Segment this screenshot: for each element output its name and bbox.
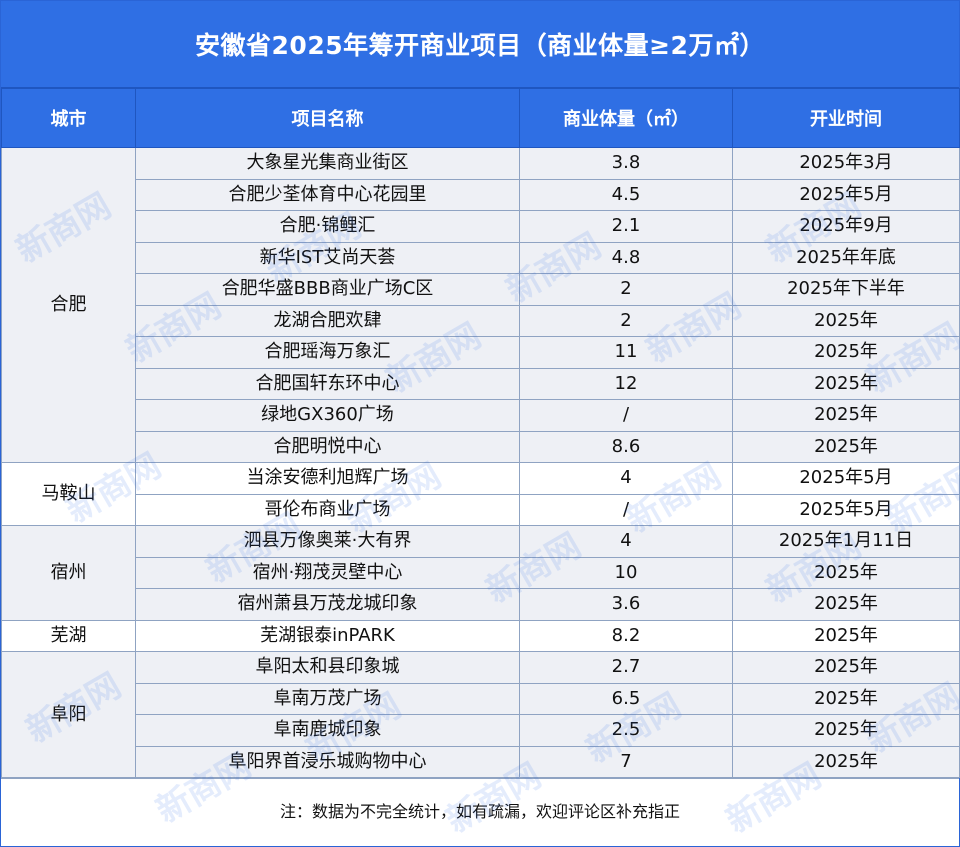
area-cell: 4.5 <box>519 178 733 211</box>
project-name-cell: 宿州·翔茂灵壁中心 <box>135 556 520 589</box>
table-row: 合肥·锦鲤汇 2.1 2025年9月 <box>2 210 960 243</box>
table-row: 绿地GX360广场/2025年 <box>2 399 960 432</box>
open-time-cell: 2025年 <box>732 304 960 337</box>
city-cell: 阜阳 <box>1 651 136 778</box>
open-time-cell: 2025年年底 <box>732 241 960 274</box>
table-row: 合肥明悦中心 8.6 2025年 <box>2 430 960 463</box>
area-cell: / <box>519 399 733 432</box>
open-time-cell: 2025年5月 <box>732 178 960 211</box>
area-cell: 2.1 <box>519 210 733 243</box>
open-time-cell: 2025年 <box>732 714 960 747</box>
city-cell: 马鞍山 <box>1 462 136 526</box>
area-cell: 2.7 <box>519 651 733 684</box>
table-row: 阜阳界首浸乐城购物中心 7 2025年 <box>2 745 960 778</box>
table-row: 新华IST艾尚天荟 4.8 2025年年底 <box>2 241 960 274</box>
area-cell: 10 <box>519 556 733 589</box>
open-time-cell: 2025年 <box>732 367 960 400</box>
project-name-cell: 合肥·锦鲤汇 <box>135 210 520 243</box>
area-cell: 7 <box>519 745 733 778</box>
project-name-cell: 合肥少荃体育中心花园里 <box>135 178 520 211</box>
open-time-cell: 2025年 <box>732 399 960 432</box>
table-row: 阜阳 阜阳太和县印象城 2.7 2025年 <box>1 651 960 778</box>
table-row: 合肥 大象星光集商业街区 3.8 2025年3月 <box>1 147 960 463</box>
city-cell: 芜湖 <box>1 619 136 652</box>
city-cell: 合肥 <box>1 147 136 463</box>
project-name-cell: 阜阳界首浸乐城购物中心 <box>135 745 520 778</box>
area-cell: 8.2 <box>519 619 733 652</box>
table-row: 宿州 泗县万像奥莱·大有界 4 2025年1月11日 <box>1 525 960 621</box>
area-cell: 3.8 <box>519 147 733 180</box>
projects-table: 城市 项目名称 商业体量（㎡） 开业时间 合肥 大象星光集商业街区 3.8 2025年… <box>1 88 960 778</box>
table-row: 芜湖 芜湖银泰inPARK 8.2 2025年 <box>1 619 960 652</box>
area-cell: 8.6 <box>519 430 733 463</box>
area-cell: 2.5 <box>519 714 733 747</box>
area-cell: 2 <box>519 304 733 337</box>
project-name-cell: 阜南鹿城印象 <box>135 714 520 747</box>
project-name-cell: 阜南万茂广场 <box>135 682 520 715</box>
project-name-cell: 合肥国轩东环中心 <box>135 367 520 400</box>
table-row: 阜南万茂广场 6.5 2025年 <box>2 682 960 715</box>
open-time-cell: 2025年 <box>732 556 960 589</box>
project-name-cell: 宿州萧县万茂龙城印象 <box>135 588 520 621</box>
area-cell: 6.5 <box>519 682 733 715</box>
open-time-cell: 2025年 <box>732 745 960 778</box>
open-time-cell: 2025年 <box>732 619 960 652</box>
area-cell: 3.6 <box>519 588 733 621</box>
project-name-cell: 泗县万像奥莱·大有界 <box>135 525 520 558</box>
table-row: 龙湖合肥欢肆 2 2025年 <box>2 304 960 337</box>
project-name-cell: 芜湖银泰inPARK <box>135 619 520 652</box>
open-time-cell: 2025年1月11日 <box>732 525 960 558</box>
project-name-cell: 龙湖合肥欢肆 <box>135 304 520 337</box>
area-cell: / <box>519 493 733 526</box>
project-name-cell: 合肥瑶海万象汇 <box>135 336 520 369</box>
project-name-cell: 阜阳太和县印象城 <box>135 651 520 684</box>
open-time-cell: 2025年 <box>732 430 960 463</box>
page-title: 安徽省2025年筹开商业项目（商业体量≥2万㎡） <box>1 1 959 88</box>
open-time-cell: 2025年下半年 <box>732 273 960 306</box>
header-open-time: 开业时间 <box>732 88 960 148</box>
project-name-cell: 绿地GX360广场 <box>135 399 520 432</box>
header-project-name: 项目名称 <box>135 88 520 148</box>
open-time-cell: 2025年5月 <box>732 493 960 526</box>
table-row: 合肥国轩东环中心 12 2025年 <box>2 367 960 400</box>
area-cell: 4 <box>519 462 733 495</box>
table-row: 宿州萧县万茂龙城印象 3.6 2025年 <box>2 588 960 621</box>
open-time-cell: 2025年9月 <box>732 210 960 243</box>
project-name-cell: 大象星光集商业街区 <box>135 147 520 180</box>
open-time-cell: 2025年 <box>732 336 960 369</box>
table-row: 哥伦布商业广场/2025年5月 <box>2 493 960 526</box>
footnote: 注：数据为不完全统计，如有疏漏，欢迎评论区补充指正 <box>1 778 959 841</box>
open-time-cell: 2025年3月 <box>732 147 960 180</box>
area-cell: 2 <box>519 273 733 306</box>
city-cell: 宿州 <box>1 525 136 621</box>
project-name-cell: 合肥华盛BBB商业广场C区 <box>135 273 520 306</box>
area-cell: 4.8 <box>519 241 733 274</box>
open-time-cell: 2025年 <box>732 682 960 715</box>
project-name-cell: 哥伦布商业广场 <box>135 493 520 526</box>
area-cell: 12 <box>519 367 733 400</box>
project-name-cell: 合肥明悦中心 <box>135 430 520 463</box>
table-row: 合肥华盛BBB商业广场C区 2 2025年下半年 <box>2 273 960 306</box>
header-row: 城市 项目名称 商业体量（㎡） 开业时间 <box>1 88 960 148</box>
header-city: 城市 <box>1 88 136 148</box>
header-area: 商业体量（㎡） <box>519 88 733 148</box>
table-row: 合肥少荃体育中心花园里 4.5 2025年5月 <box>2 178 960 211</box>
project-name-cell: 当涂安德利旭辉广场 <box>135 462 520 495</box>
open-time-cell: 2025年 <box>732 588 960 621</box>
table-row: 合肥瑶海万象汇 11 2025年 <box>2 336 960 369</box>
open-time-cell: 2025年 <box>732 651 960 684</box>
area-cell: 4 <box>519 525 733 558</box>
table-row: 阜南鹿城印象 2.5 2025年 <box>2 714 960 747</box>
project-name-cell: 新华IST艾尚天荟 <box>135 241 520 274</box>
table-row: 马鞍山 当涂安德利旭辉广场 4 2025年5月 <box>1 462 960 526</box>
open-time-cell: 2025年5月 <box>732 462 960 495</box>
table-row: 宿州·翔茂灵壁中心 10 2025年 <box>2 556 960 589</box>
table-body: 合肥 大象星光集商业街区 3.8 2025年3月 合肥少荃体育中心花园里 4.5 2025年… <box>1 147 960 778</box>
area-cell: 11 <box>519 336 733 369</box>
